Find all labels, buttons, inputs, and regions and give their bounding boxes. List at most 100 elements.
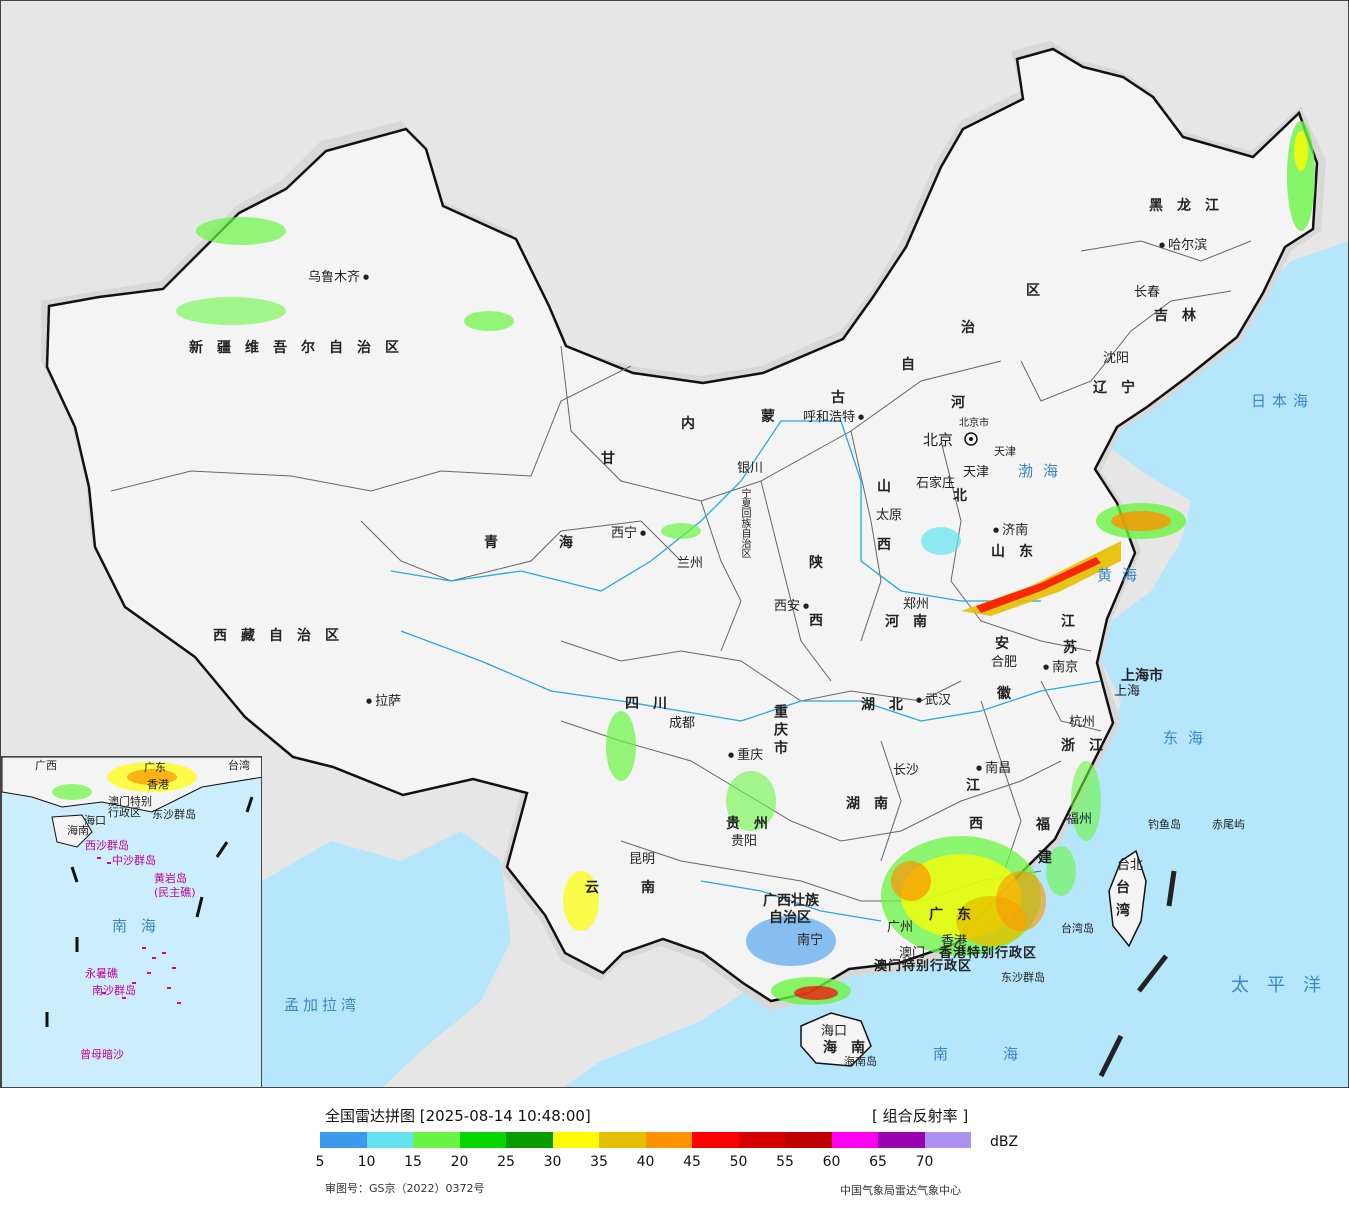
city-yinchuan: 银川 (737, 461, 764, 476)
legend-panel: 全国雷达拼图 [2025-08-14 10:48:00] [ 组合反射率 ] 5… (0, 1088, 1349, 1208)
colorbar-cell (552, 1132, 599, 1148)
label-yunnan-1: 云 (585, 880, 599, 896)
city-aomen: 澳门 (899, 946, 926, 961)
label-jiangsu-1: 江 (1061, 614, 1075, 630)
label-xinjiang: 新疆维吾尔自治区 (189, 340, 413, 356)
label-guizhou: 贵州 (726, 816, 782, 832)
colorbar-tick-label: 65 (869, 1154, 887, 1170)
legend-title: 全国雷达拼图 [2025-08-14 10:48:00] (325, 1107, 591, 1125)
colorbar-cell (506, 1132, 553, 1148)
label-guangdong: 广东 (929, 907, 985, 923)
label-taiwan-1: 台 (1116, 880, 1130, 896)
colorbar-tick-label: 40 (636, 1154, 655, 1170)
label-beijing-prov: 北京市 (959, 418, 989, 429)
label-hebei-2: 北 (953, 488, 967, 504)
inset-xianggang: 香港 (147, 778, 169, 791)
inset-nansha: 南沙群岛 (92, 984, 136, 997)
city-chongqing: 重庆 (728, 749, 763, 762)
inset-huangyan: 黄岩岛 (154, 872, 187, 885)
city-urumqi: 乌鲁木齐 (308, 271, 369, 284)
island-taiwan: 台湾岛 (1061, 922, 1094, 935)
colorbar-cell (924, 1132, 971, 1148)
city-chengdu: 成都 (669, 716, 696, 731)
colorbar-ticks: 5 10 15 20 25 30 35 40 45 50 55 60 65 70 (316, 1154, 980, 1170)
city-guiyang: 贵阳 (731, 834, 758, 849)
label-zhejiang: 浙江 (1061, 738, 1117, 754)
label-guangxi-2: 自治区 (769, 910, 811, 926)
label-heilongjiang: 黑龙江 (1149, 198, 1233, 214)
inset-xingzhengqu: 行政区 (108, 806, 141, 819)
city-hohhot: 呼和浩特 (803, 411, 864, 424)
city-shanghai: 上海 (1114, 684, 1141, 699)
city-shenyang: 沈阳 (1103, 351, 1130, 366)
beijing-marker (964, 432, 978, 446)
city-haikou: 海口 (821, 1024, 848, 1039)
label-hainan-2: 南 (851, 1040, 865, 1056)
label-ningxia: 宁夏回族自治区 (739, 488, 750, 558)
colorbar-tick-label: 50 (729, 1154, 748, 1170)
colorbar-cell (599, 1132, 646, 1148)
colorbar-unit: dBZ (990, 1134, 1019, 1150)
label-gansu: 甘 (601, 451, 615, 467)
colorbar-tick-label: 35 (590, 1154, 608, 1170)
city-wuhan: 武汉 (916, 694, 951, 707)
label-jilin: 吉林 (1154, 308, 1210, 324)
label-shandong: 山东 (991, 544, 1047, 560)
label-taiwan-2: 湾 (1116, 903, 1130, 919)
label-henan: 河南 (885, 614, 941, 630)
city-lhasa: 拉萨 (366, 695, 401, 708)
island-diaoyu: 钓鱼岛 (1148, 818, 1181, 831)
colorbar-tick-label: 10 (357, 1154, 376, 1170)
label-chongqing: 重庆市 (772, 704, 788, 758)
city-xining: 西宁 (611, 527, 646, 540)
label-neimenggu-4: 自 (901, 357, 915, 373)
sea-huanghai: 黄海 (1097, 566, 1148, 584)
inset-guangdong: 广东 (144, 761, 166, 774)
colorbar-cell (459, 1132, 506, 1148)
colorbar-cell (366, 1132, 413, 1148)
label-anhui-2: 徽 (997, 686, 1011, 702)
colorbar-cell (738, 1132, 785, 1148)
city-nanjing: 南京 (1043, 661, 1078, 674)
colorbar-cell (831, 1132, 878, 1148)
label-shanxi-2: 西 (877, 537, 891, 553)
city-xianggang: 香港 (941, 934, 968, 949)
label-hunan: 湖南 (846, 796, 902, 812)
colorbar-tick-label: 30 (543, 1154, 562, 1170)
inset-yongshu: 永暑礁 (85, 967, 118, 980)
sea-area (563, 241, 1348, 1087)
inset-taiwan: 台湾 (228, 759, 250, 772)
sea-nanhai: 南海 (933, 1045, 1074, 1063)
label-hainan-1: 海 (823, 1040, 837, 1056)
label-sichuan: 四川 (625, 696, 681, 712)
label-fujian-2: 建 (1038, 850, 1052, 866)
label-xizang: 西藏自治区 (213, 628, 353, 644)
inset-map (2, 757, 261, 1027)
city-guangzhou: 广州 (887, 920, 914, 935)
inset-zhongsha: 中沙群岛 (112, 854, 156, 867)
sea-mengjialawan: 孟加拉湾 (284, 996, 361, 1014)
city-taibei: 台北 (1117, 858, 1144, 873)
city-changsha: 长沙 (893, 763, 920, 778)
colorbar-tick-label: 15 (404, 1154, 422, 1170)
city-fuzhou: 福州 (1066, 812, 1093, 827)
inset-aomen: 澳门特别 (108, 795, 152, 808)
city-kunming: 昆明 (629, 852, 656, 867)
island-dongsha: 东沙群岛 (1001, 971, 1045, 984)
inset-nanhai: 南海 (112, 917, 171, 935)
colorbar-cell (785, 1132, 832, 1148)
city-beijing: 北京 (923, 431, 954, 449)
colorbar-cell (645, 1132, 692, 1148)
colorbar (320, 1132, 971, 1148)
colorbar-cell (878, 1132, 925, 1148)
city-zhengzhou: 郑州 (903, 597, 930, 612)
organization-credit: 中国气象局雷达气象中心 (840, 1184, 961, 1197)
label-hubei: 湖北 (861, 697, 917, 713)
bay-of-bengal (262, 831, 511, 1087)
city-lanzhou: 兰州 (677, 556, 704, 571)
city-hefei: 合肥 (991, 655, 1018, 670)
legend-product: [ 组合反射率 ] (872, 1107, 969, 1125)
sea-donghai: 东海 (1163, 729, 1214, 747)
colorbar-tick-label: 55 (776, 1154, 794, 1170)
city-nanning: 南宁 (797, 933, 824, 948)
